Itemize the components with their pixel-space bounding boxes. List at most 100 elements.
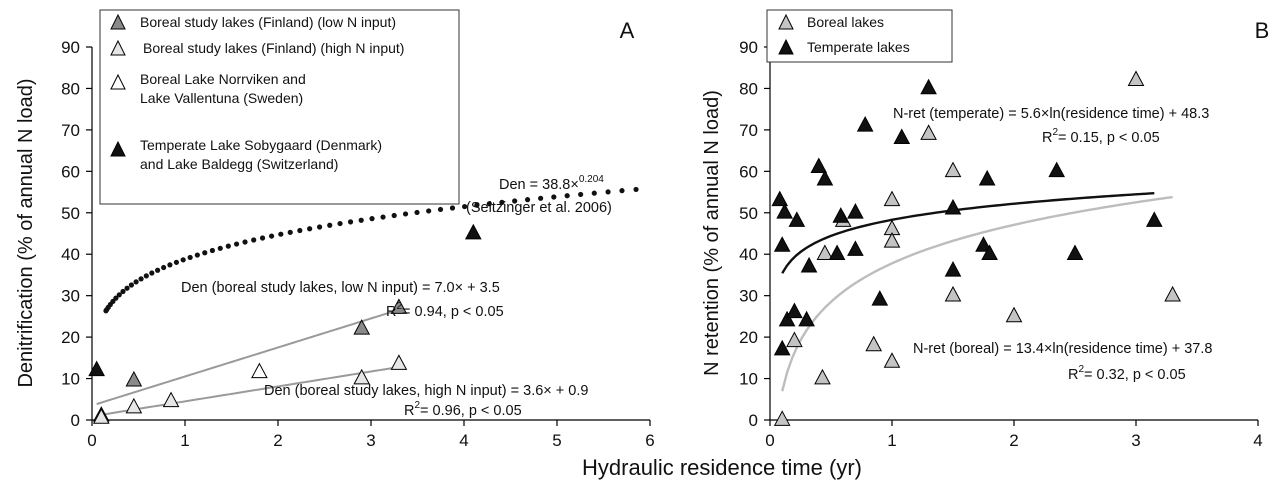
high-n-fit-r2-value: = 0.96, p < 0.05 (420, 403, 522, 419)
boreal-fit-stats: R2= 0.32, p < 0.05 (1068, 364, 1186, 383)
b-data-point-series-0 (883, 232, 901, 248)
a-power-fit-dot (173, 259, 180, 265)
low-n-fit-r2-prefix: R (386, 304, 396, 320)
a-y-tick-label: 30 (61, 287, 80, 306)
boreal-fit-r2-sup: 2 (1078, 364, 1084, 375)
b-data-point-series-0 (944, 285, 962, 302)
high-n-fit-r2-sup: 2 (414, 400, 420, 411)
panel-a-fit-lines (96, 186, 639, 417)
b-data-point-series-0 (814, 368, 831, 385)
a-power-fit-dot (120, 288, 126, 295)
a-x-tick-label: 2 (273, 431, 282, 450)
b-data-point-series-0 (1005, 306, 1023, 323)
a-power-fit-dot (155, 267, 161, 273)
b-y-tick-label: 30 (739, 287, 758, 306)
b-data-point-series-1 (798, 310, 815, 327)
a-power-fit-dot (402, 211, 409, 217)
b-fit-line-0 (781, 191, 1155, 274)
panel-b-data-points (771, 70, 1181, 426)
b-data-point-series-1 (871, 290, 889, 306)
a-power-fit-dot (143, 273, 149, 279)
b-data-point-series-1 (1066, 244, 1084, 261)
a-power-fit-dot (251, 237, 257, 243)
a-power-fit-dot (426, 208, 432, 214)
b-data-point-series-1 (776, 203, 793, 219)
a-power-fit-dot (605, 189, 611, 195)
a-power-fit-dot (116, 292, 122, 298)
a-y-tick-label: 70 (61, 121, 80, 140)
a-power-fit-dot (524, 197, 531, 203)
panel-b-fit-lines (781, 191, 1173, 392)
a-y-tick-label: 20 (61, 328, 80, 347)
b-data-point-series-0 (920, 124, 937, 140)
a-data-point-series-1 (92, 408, 110, 424)
a-power-fit-dot (327, 222, 333, 228)
a-power-fit-dot (128, 282, 135, 288)
panel-b-letter: B (1255, 18, 1270, 43)
a-fit-line-1 (96, 366, 400, 417)
b-x-tick-label: 1 (887, 431, 896, 450)
temperate-fit-stats: R2= 0.15, p < 0.05 (1042, 127, 1160, 146)
a-power-fit-dot (369, 216, 375, 222)
a-power-fit-dot (194, 252, 200, 258)
a-power-fit-dot (209, 247, 216, 254)
a-y-tick-label: 40 (61, 245, 80, 264)
a-power-fit-dot (187, 254, 193, 261)
legend-label-boreal-lakes: Boreal lakes (807, 14, 884, 30)
a-power-fit-dot (149, 270, 155, 276)
a-power-fit-dot (233, 241, 240, 247)
legend-label-norrviken-line-2: Lake Vallentuna (Sweden) (140, 90, 303, 106)
a-power-fit-dot (512, 198, 518, 204)
boreal-fit-r2-prefix: R (1068, 367, 1078, 383)
b-data-point-series-1 (981, 244, 998, 261)
b-x-tick-label: 3 (1131, 431, 1140, 450)
a-data-point-series-0 (125, 370, 143, 387)
a-power-fit-dot (268, 233, 275, 239)
b-data-point-series-1 (856, 116, 874, 132)
panel-a-y-ticks: 0 10 20 30 40 50 60 70 80 90 (61, 38, 92, 430)
a-y-tick-label: 0 (71, 411, 80, 430)
a-x-tick-label: 6 (645, 431, 654, 450)
a-data-point-series-0 (353, 319, 371, 335)
a-power-fit-dot (619, 188, 625, 194)
a-data-point-series-3 (88, 360, 105, 377)
a-power-fit-dot (167, 262, 173, 268)
legend-marker-boreal-lakes (778, 13, 794, 30)
a-power-fit-dot (391, 212, 397, 219)
a-power-fit-dot (578, 191, 584, 198)
b-fit-line-1 (781, 195, 1173, 392)
a-fit-line-0 (96, 308, 400, 405)
power-fit-exponent: 0.204 (579, 174, 604, 185)
b-data-point-series-1 (847, 240, 864, 256)
power-fit-equation: Den = 38.8×0.204 (499, 174, 604, 193)
a-power-fit-dot (124, 285, 130, 291)
a-power-fit-dot (161, 264, 167, 271)
b-data-point-series-0 (773, 410, 791, 426)
a-power-fit-dot (633, 186, 639, 193)
b-data-point-series-1 (773, 236, 791, 252)
a-data-point-series-1 (162, 391, 180, 408)
b-data-point-series-1 (978, 169, 996, 186)
b-y-tick-label: 90 (739, 38, 758, 57)
a-y-tick-label: 80 (61, 79, 80, 98)
legend-label-temperate-line-2: and Lake Baldegg (Switzerland) (140, 156, 338, 172)
b-data-point-series-1 (1145, 211, 1163, 227)
panel-a-letter: A (620, 18, 635, 43)
high-n-fit-r2-prefix: R (404, 403, 414, 419)
b-data-point-series-1 (771, 190, 789, 207)
b-y-tick-label: 80 (739, 79, 758, 98)
b-data-point-series-0 (865, 335, 883, 352)
a-power-fit-dot (180, 257, 186, 263)
temperate-fit-r2-sup: 2 (1052, 127, 1058, 138)
a-power-fit-dot (202, 250, 208, 256)
a-x-tick-label: 0 (87, 431, 96, 450)
a-data-point-series-1 (353, 368, 371, 385)
temperate-fit-equation: N-ret (temperate) = 5.6×ln(residence tim… (893, 106, 1209, 122)
b-y-tick-label: 50 (739, 204, 758, 223)
b-data-point-series-1 (786, 302, 803, 319)
b-data-point-series-1 (944, 261, 962, 277)
boreal-fit-r2-value: = 0.32, p < 0.05 (1084, 367, 1186, 383)
b-data-point-series-0 (816, 244, 834, 261)
a-y-tick-label: 90 (61, 38, 80, 57)
panel-a: 0 1 2 3 4 5 6 0 10 20 30 40 50 60 70 80 90 Denitrificat… (15, 9, 655, 450)
